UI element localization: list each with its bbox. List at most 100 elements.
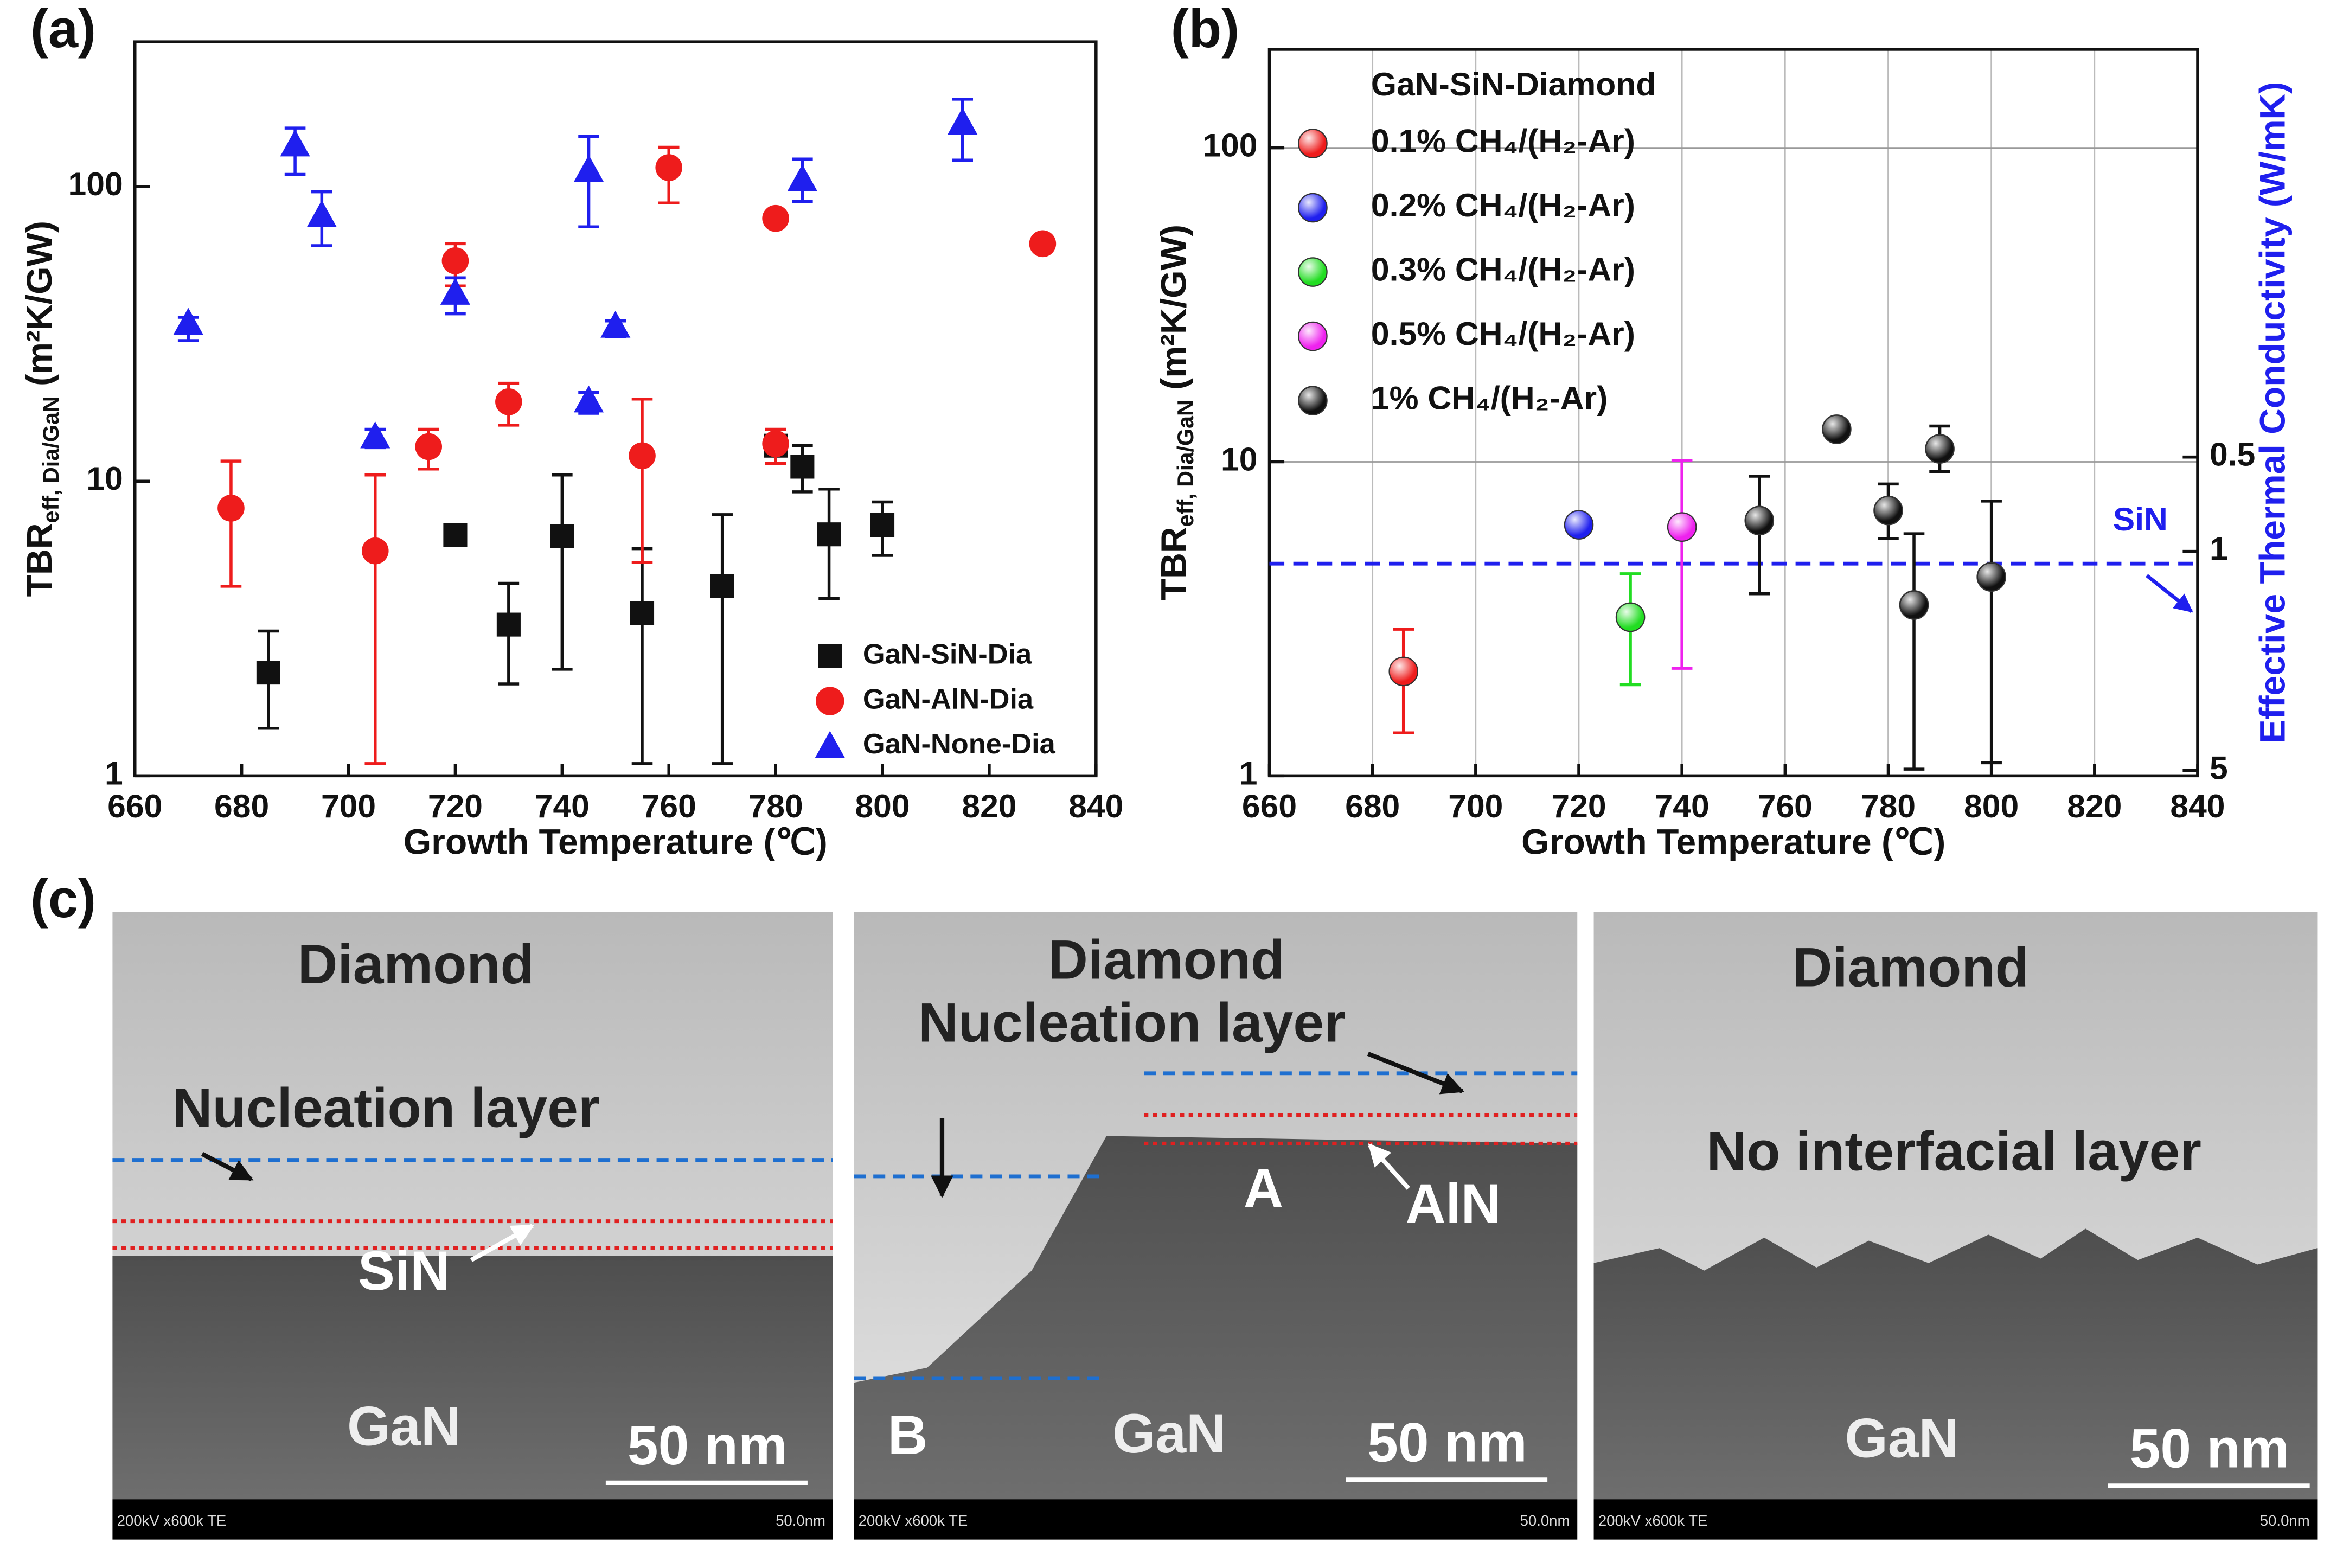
point xyxy=(948,107,978,135)
tem-label: GaN xyxy=(1112,1403,1226,1464)
legend: GaN-SiN-Dia GaN-AlN-Dia GaN-None-Dia xyxy=(815,639,1056,760)
legend-swatch xyxy=(816,687,844,715)
legend: GaN-SiN-Diamond 0.1% CH₄/(H₂-Ar) 0.2% CH₄/… xyxy=(1298,66,1656,417)
legend-swatch xyxy=(818,644,842,668)
tem-label: B xyxy=(888,1404,928,1466)
tem-label: A xyxy=(1244,1157,1284,1219)
tem-label: Nucleation layer xyxy=(918,991,1346,1053)
tem-footer: 50.0nm xyxy=(1520,1512,1570,1529)
x-tick-label: 700 xyxy=(1448,788,1503,824)
point xyxy=(710,574,734,598)
point-highlight xyxy=(1874,497,1902,524)
point xyxy=(280,129,310,157)
point-highlight xyxy=(1900,591,1928,619)
error-bar xyxy=(220,459,242,588)
panel-label: (b) xyxy=(1171,0,1240,59)
y-tick-label: 100 xyxy=(1202,127,1257,164)
x-tick-label: 800 xyxy=(1964,788,2019,824)
legend-label: 0.5% CH₄/(H₂-Ar) xyxy=(1371,315,1635,352)
y-title-sub: eff, Dia/GaN xyxy=(39,396,63,523)
plot-frame xyxy=(1267,48,2199,778)
x-axis-title: Growth Temperature (℃) xyxy=(404,822,828,862)
tem-footer: 200kV x600k TE xyxy=(859,1512,968,1529)
point xyxy=(1029,230,1057,258)
error-bar xyxy=(1903,532,1925,771)
point-highlight xyxy=(1823,415,1851,443)
y-title-main: TBR xyxy=(20,523,60,597)
point-highlight xyxy=(1390,658,1417,685)
point xyxy=(655,154,683,181)
point xyxy=(762,204,789,232)
chart: (a) 660 680 700 720 740 760 780 800 820 840 1 10 100 G… xyxy=(20,0,1123,862)
x-tick-label: 780 xyxy=(748,788,803,824)
y-title-sub: eff, Dia/GaN xyxy=(1173,400,1198,527)
panel-label: (c) xyxy=(30,869,96,929)
legend-label: GaN-AlN-Dia xyxy=(863,683,1034,715)
x-tick-label: 700 xyxy=(321,788,376,824)
legend-swatch xyxy=(815,731,845,758)
error-bar xyxy=(1671,459,1693,670)
y2-tick-label: 0.5 xyxy=(2210,436,2255,473)
point xyxy=(173,308,203,335)
tem-label: Diamond xyxy=(1048,929,1284,991)
point xyxy=(217,495,245,522)
annotation-arrow xyxy=(2146,574,2193,613)
legend-label: GaN-SiN-Dia xyxy=(863,639,1032,670)
scale-bar-label: 50 nm xyxy=(2130,1418,2290,1480)
point xyxy=(787,164,817,191)
legend-highlight xyxy=(1299,130,1327,157)
x-tick-label: 660 xyxy=(1242,788,1297,824)
point xyxy=(600,311,631,338)
y-tick-label: 1 xyxy=(1239,754,1258,791)
tem-image-2: Diamond Nucleation layer A AlN B GaN 50 … xyxy=(854,912,1578,1540)
point xyxy=(573,155,604,182)
x-tick-label: 840 xyxy=(1068,788,1123,824)
tem-footer: 50.0nm xyxy=(2260,1512,2310,1529)
legend-highlight xyxy=(1299,387,1327,414)
legend-highlight xyxy=(1299,194,1327,221)
y2-tick-label: 5 xyxy=(2210,750,2228,786)
y2-tick-label: 1 xyxy=(2210,530,2228,567)
legend-title: GaN-SiN-Diamond xyxy=(1371,66,1656,103)
point-highlight xyxy=(1977,563,2005,591)
legend-label: GaN-None-Dia xyxy=(863,728,1056,760)
error-bar xyxy=(631,398,653,564)
x-tick-label: 820 xyxy=(962,788,1016,824)
tem-label: AlN xyxy=(1406,1173,1501,1234)
y-title-rest: (m²K/GW) xyxy=(20,221,60,396)
chart: (b) 660 680 700 720 740 760 780 800 820 840 1 10 100 G… xyxy=(1154,0,2293,862)
panel-label: (a) xyxy=(30,0,96,59)
point xyxy=(415,433,443,460)
legend-highlight xyxy=(1299,258,1327,286)
error-bar xyxy=(1981,500,2002,765)
y-axis-title: TBReff, Dia/GaN (m²K/GW) xyxy=(20,221,63,597)
tem-footer: 50.0nm xyxy=(776,1512,825,1529)
legend-label: 0.1% CH₄/(H₂-Ar) xyxy=(1371,123,1635,159)
point xyxy=(360,421,390,449)
error-bar xyxy=(631,547,653,765)
x-tick-label: 740 xyxy=(1655,788,1710,824)
point xyxy=(440,278,470,305)
tem-label: GaN xyxy=(1845,1407,1958,1469)
x-tick-label: 680 xyxy=(214,788,269,824)
point xyxy=(441,247,469,274)
point xyxy=(361,537,389,565)
point-highlight xyxy=(1565,511,1592,539)
legend-label: 0.2% CH₄/(H₂-Ar) xyxy=(1371,187,1635,223)
x-tick-label: 820 xyxy=(2067,788,2122,824)
error-bar xyxy=(364,473,386,765)
x-tick-label: 840 xyxy=(2170,788,2225,824)
point xyxy=(550,524,574,548)
y-tick-label: 10 xyxy=(86,460,123,497)
y-title-main: TBR xyxy=(1154,527,1194,600)
tem-label: SiN xyxy=(358,1240,450,1302)
error-bar xyxy=(712,513,733,765)
point xyxy=(870,513,895,537)
y-axis-title: TBReff, Dia/GaN (m²K/GW) xyxy=(1154,225,1198,600)
point xyxy=(495,388,522,415)
tem-footer: 200kV x600k TE xyxy=(1598,1512,1708,1529)
reference-label: SiN xyxy=(2113,501,2168,537)
legend-label: 1% CH₄/(H₂-Ar) xyxy=(1371,380,1608,417)
legend-highlight xyxy=(1299,323,1327,350)
legend-label: 0.3% CH₄/(H₂-Ar) xyxy=(1371,251,1635,288)
